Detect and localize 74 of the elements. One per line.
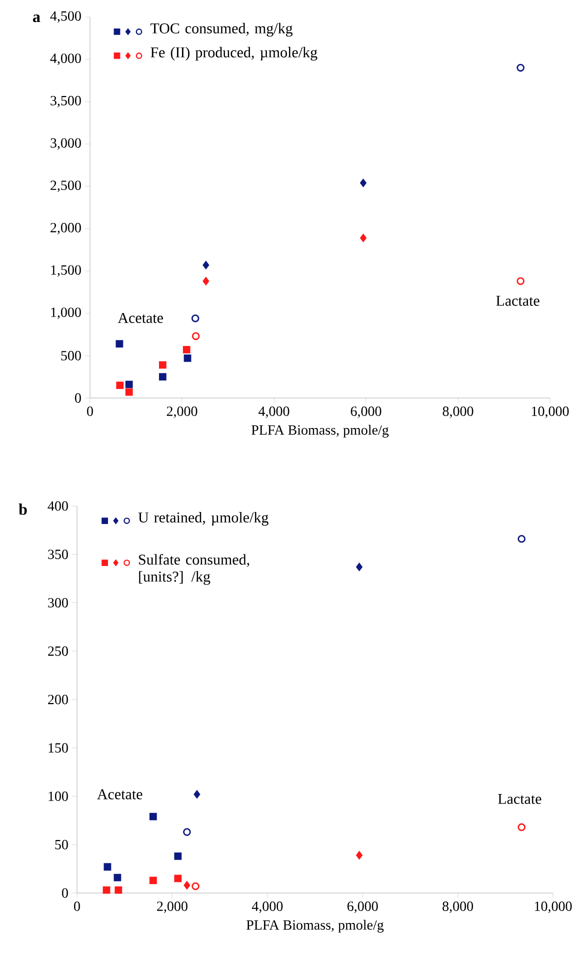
legend-label: U retained, µmole/kg xyxy=(138,512,268,526)
point xyxy=(356,562,362,571)
chart-title: b xyxy=(18,504,27,515)
point xyxy=(116,382,124,389)
point xyxy=(104,863,112,871)
point xyxy=(192,332,200,340)
point xyxy=(114,874,122,882)
point xyxy=(194,790,200,798)
chart-title: a xyxy=(32,14,40,22)
point xyxy=(202,277,210,286)
point xyxy=(149,812,157,820)
annotation: Acetate xyxy=(118,312,163,323)
x-axis-title: PLFA Biomass, pmole/g xyxy=(246,920,384,933)
x-tick-label: 4,000 xyxy=(252,902,283,913)
y-tick-label: 250 xyxy=(48,646,68,656)
x-axis-title: PLFA Biomass, pmole/g xyxy=(252,424,389,438)
annotation: Lactate xyxy=(498,794,542,804)
y-tick-label: 400 xyxy=(48,501,68,511)
point xyxy=(116,340,124,348)
y-tick-label: 500 xyxy=(61,350,81,360)
point xyxy=(518,823,526,832)
y-tick-label: 3,000 xyxy=(50,138,81,150)
point xyxy=(360,234,366,242)
point xyxy=(518,534,526,543)
y-tick-label: 150 xyxy=(48,743,68,753)
x-tick-label: 6,000 xyxy=(347,902,378,913)
y-tick-label: 50 xyxy=(55,840,68,850)
point xyxy=(158,361,166,369)
x-tick-label: 8,000 xyxy=(442,902,474,913)
x-tick-label: 10,000 xyxy=(534,902,572,913)
point xyxy=(149,876,157,884)
point xyxy=(114,886,122,894)
point xyxy=(184,881,190,890)
point xyxy=(182,346,190,354)
y-tick-label: 2,000 xyxy=(50,222,81,234)
annotation: Lactate xyxy=(496,296,540,306)
point xyxy=(174,874,182,882)
x-tick-label: 6,000 xyxy=(350,406,382,418)
point xyxy=(125,380,133,388)
y-tick-label: 1,000 xyxy=(51,308,81,320)
y-tick-label: 300 xyxy=(48,598,68,608)
y-tick-label: 4,000 xyxy=(50,54,81,66)
point xyxy=(516,277,524,286)
point xyxy=(356,851,362,860)
legend-label: TOC consumed, mg/kg xyxy=(150,22,293,37)
y-tick-label: 100 xyxy=(48,792,68,801)
annotation: Acetate xyxy=(97,789,142,800)
y-tick-label: 1,500 xyxy=(51,265,81,277)
y-tick-label: 200 xyxy=(48,694,68,704)
point xyxy=(158,373,166,381)
x-tick-label: 2,000 xyxy=(166,406,198,418)
point xyxy=(183,828,191,836)
x-tick-label: 0 xyxy=(87,406,93,416)
legend-label: Fe (II) produced, µmole/kg xyxy=(150,46,318,61)
point xyxy=(360,178,366,187)
point xyxy=(174,852,182,860)
x-tick-label: 4,000 xyxy=(258,406,290,418)
y-tick-label: 350 xyxy=(48,550,68,560)
y-tick-label: 4,500 xyxy=(50,11,81,23)
y-tick-label: 2,500 xyxy=(50,180,81,192)
legend-label: Sulfate consumed, [units?] /kg xyxy=(139,554,250,585)
x-tick-label: 2,000 xyxy=(157,902,188,913)
point xyxy=(184,354,192,362)
y-tick-label: 3,500 xyxy=(50,96,81,108)
point xyxy=(102,886,110,894)
y-tick-label: 0 xyxy=(75,393,81,403)
point xyxy=(125,388,133,396)
point xyxy=(202,261,210,270)
x-tick-label: 8,000 xyxy=(442,406,474,418)
point xyxy=(191,314,200,322)
point xyxy=(192,882,200,890)
x-tick-label: 10,000 xyxy=(532,406,569,418)
y-tick-label: 0 xyxy=(62,888,68,898)
point xyxy=(516,64,524,72)
